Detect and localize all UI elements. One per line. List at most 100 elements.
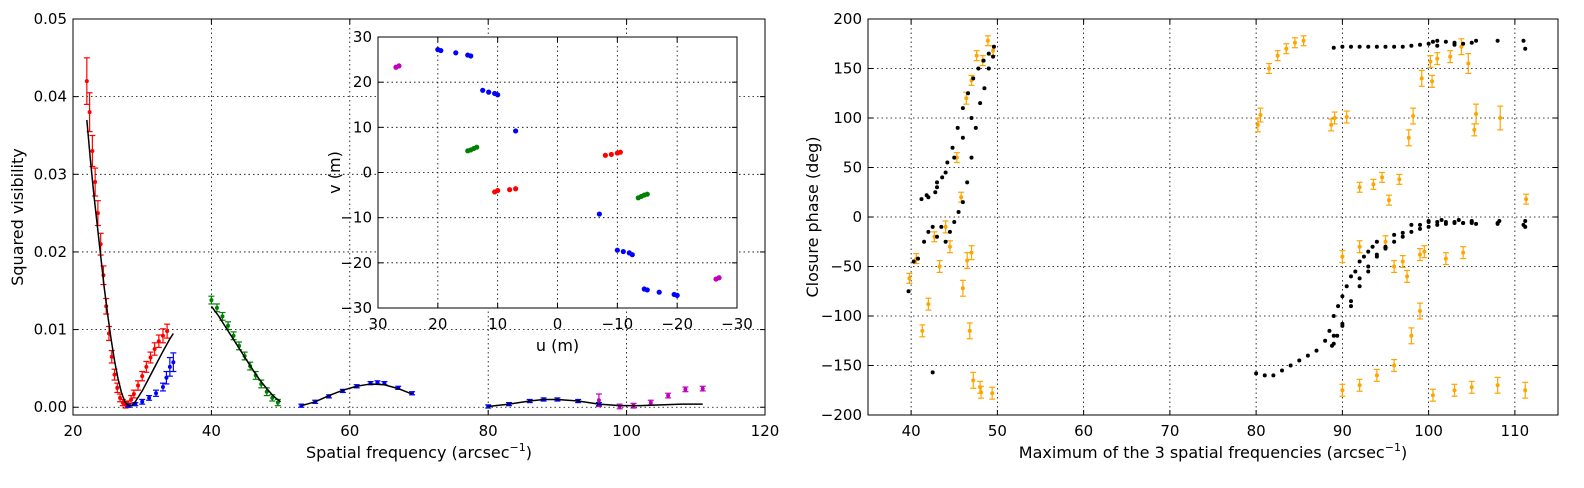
data-point bbox=[1357, 185, 1362, 190]
model-point bbox=[1331, 314, 1336, 318]
model-point bbox=[978, 101, 983, 106]
model-point bbox=[1366, 44, 1371, 49]
model-point bbox=[911, 259, 916, 264]
model-point bbox=[922, 239, 927, 244]
model-point bbox=[1435, 219, 1440, 224]
plot-closure_phase: 40 50 60 70 80 90 100 110 −200 −150 −100 −50 0 50 100 1… bbox=[803, 10, 1559, 462]
model-point bbox=[935, 180, 939, 185]
data-point bbox=[93, 180, 98, 185]
y-tick-label: 200 bbox=[833, 10, 862, 28]
x-tick-label: 40 bbox=[902, 422, 921, 440]
model-point bbox=[924, 193, 929, 198]
model-point bbox=[1443, 39, 1448, 44]
model-point bbox=[1439, 217, 1444, 222]
model-point bbox=[1366, 269, 1371, 274]
data-point bbox=[1357, 383, 1362, 388]
plot-frame bbox=[867, 18, 1559, 416]
x-tick-label: −10 bbox=[602, 315, 634, 333]
data-point bbox=[1523, 388, 1528, 393]
y-axis-label: Closure phase (deg) bbox=[803, 136, 822, 297]
data-point bbox=[1400, 259, 1405, 264]
model-point bbox=[965, 180, 970, 185]
model-point bbox=[1349, 299, 1353, 304]
data-point bbox=[960, 286, 965, 291]
model-point bbox=[969, 116, 974, 120]
model-point bbox=[1409, 43, 1414, 48]
y-tick-label: 150 bbox=[833, 60, 862, 78]
x-tick-label: 90 bbox=[1333, 422, 1352, 440]
x-axis-label: u (m) bbox=[536, 336, 579, 355]
model-point bbox=[1374, 44, 1379, 49]
data-point bbox=[109, 354, 114, 359]
uv-point bbox=[644, 287, 650, 293]
data-point bbox=[648, 400, 653, 405]
data-point bbox=[985, 38, 990, 43]
model-point bbox=[1383, 44, 1388, 49]
model-line bbox=[210, 305, 282, 403]
x-tick-label: 30 bbox=[368, 315, 387, 333]
data-point bbox=[974, 53, 979, 58]
model-point bbox=[1323, 338, 1328, 343]
x-tick-label: 80 bbox=[1247, 422, 1266, 440]
data-point bbox=[1419, 76, 1424, 81]
data-point bbox=[87, 110, 92, 115]
x-axis-label: Maximum of the 3 spatial frequencies (ar… bbox=[1019, 441, 1407, 462]
model-point bbox=[1357, 44, 1362, 49]
model-point bbox=[1400, 230, 1405, 235]
data-point bbox=[959, 195, 964, 200]
data-point bbox=[131, 392, 136, 397]
model-point bbox=[1349, 44, 1353, 49]
model-point bbox=[1474, 221, 1479, 226]
data-point bbox=[926, 302, 931, 307]
model-point bbox=[1336, 304, 1341, 309]
model-point bbox=[1392, 239, 1397, 244]
model-point bbox=[1366, 264, 1371, 269]
model-point bbox=[986, 51, 991, 56]
data-point bbox=[947, 244, 952, 249]
model-point bbox=[952, 219, 957, 224]
data-point bbox=[1430, 79, 1435, 84]
data-point bbox=[375, 380, 380, 385]
model-point bbox=[1497, 218, 1502, 223]
uv-point bbox=[495, 92, 501, 98]
model-point bbox=[1418, 42, 1422, 47]
model-line bbox=[86, 119, 174, 407]
data-point bbox=[1332, 116, 1337, 120]
model-point bbox=[973, 125, 978, 130]
model-point bbox=[1495, 221, 1500, 226]
model-point bbox=[1305, 353, 1310, 358]
model-point bbox=[1297, 358, 1302, 363]
uv-point bbox=[438, 47, 444, 54]
model-point bbox=[1469, 218, 1474, 223]
model-point bbox=[1353, 269, 1358, 274]
model-point bbox=[930, 224, 935, 229]
model-point bbox=[991, 44, 996, 49]
data-point bbox=[1371, 182, 1376, 187]
model-point bbox=[1335, 333, 1340, 338]
data-point bbox=[84, 79, 89, 84]
x-tick-label: −30 bbox=[721, 315, 753, 333]
model-point bbox=[1523, 46, 1528, 51]
uv-point bbox=[480, 87, 486, 93]
model-point bbox=[950, 145, 955, 150]
model-point bbox=[966, 91, 971, 96]
model-point bbox=[945, 160, 950, 165]
model-point bbox=[943, 170, 948, 175]
data-point bbox=[226, 323, 231, 328]
uv-point bbox=[596, 211, 602, 217]
data-point bbox=[991, 48, 996, 53]
uv-point bbox=[495, 187, 501, 194]
model-point bbox=[1400, 44, 1405, 49]
model-point bbox=[981, 58, 986, 63]
plot-background bbox=[868, 19, 1558, 415]
data-point bbox=[937, 264, 942, 269]
y-tick-label: 20 bbox=[353, 73, 372, 91]
data-point bbox=[1284, 46, 1289, 51]
model-point bbox=[1418, 222, 1422, 227]
uv-point bbox=[468, 53, 474, 59]
uv-point bbox=[396, 63, 402, 69]
uv-point bbox=[513, 186, 519, 192]
y-tick-label: −10 bbox=[340, 209, 372, 227]
model-point bbox=[1426, 224, 1431, 229]
x-tick-label: 60 bbox=[340, 422, 359, 440]
